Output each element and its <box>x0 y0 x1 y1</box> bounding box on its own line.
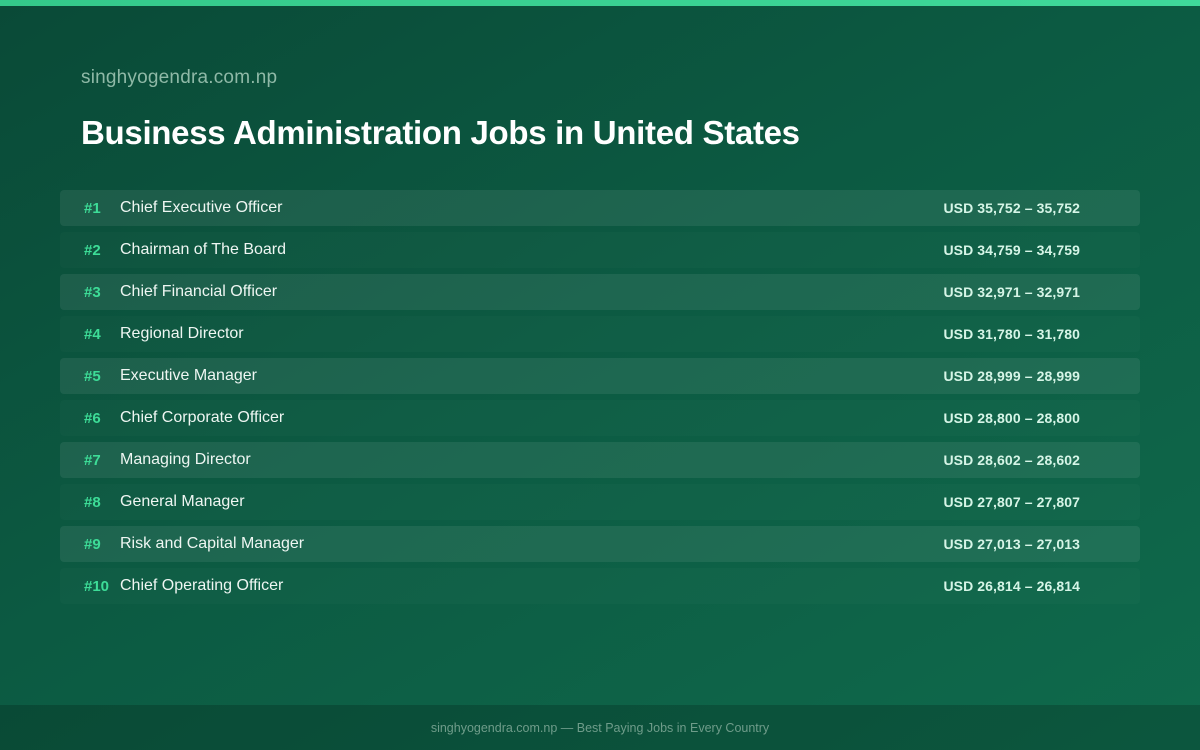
job-title: Chief Operating Officer <box>120 577 284 594</box>
job-rank: #5 <box>84 367 101 385</box>
job-rank: #8 <box>84 493 101 511</box>
top-accent-bar <box>0 0 1200 6</box>
job-rank: #1 <box>84 199 101 217</box>
job-salary: USD 26,814 – 26,814 <box>943 578 1080 594</box>
job-row: #10 Chief Operating Officer USD 26,814 –… <box>60 568 1140 604</box>
job-title: Chairman of The Board <box>120 241 287 258</box>
job-salary: USD 27,013 – 27,013 <box>943 536 1080 552</box>
job-title: Regional Director <box>120 325 244 342</box>
job-row: #5 Executive Manager USD 28,999 – 28,999 <box>60 358 1140 394</box>
footer-text: singhyogendra.com.np — Best Paying Jobs … <box>430 720 770 735</box>
footer: singhyogendra.com.np — Best Paying Jobs … <box>0 705 1200 750</box>
job-salary: USD 35,752 – 35,752 <box>943 200 1080 216</box>
job-title: General Manager <box>120 493 245 510</box>
job-title: Chief Executive Officer <box>120 199 283 216</box>
job-rank: #3 <box>84 283 101 301</box>
job-salary: USD 28,800 – 28,800 <box>943 410 1080 426</box>
job-rank: #9 <box>84 535 101 553</box>
job-salary: USD 27,807 – 27,807 <box>943 494 1080 510</box>
job-salary: USD 32,971 – 32,971 <box>943 284 1080 300</box>
site-name: singhyogendra.com.np <box>81 67 278 88</box>
job-title: Managing Director <box>120 451 251 468</box>
job-salary: USD 31,780 – 31,780 <box>943 326 1080 342</box>
job-row: #1 Chief Executive Officer USD 35,752 – … <box>60 190 1140 226</box>
job-row: #4 Regional Director USD 31,780 – 31,780 <box>60 316 1140 352</box>
jobs-list: #1 Chief Executive Officer USD 35,752 – … <box>60 190 1140 610</box>
job-title: Chief Financial Officer <box>120 283 278 300</box>
job-row: #8 General Manager USD 27,807 – 27,807 <box>60 484 1140 520</box>
job-rank: #2 <box>84 241 101 259</box>
job-rank: #10 <box>84 577 110 595</box>
job-title: Chief Corporate Officer <box>120 409 285 426</box>
job-salary: USD 28,602 – 28,602 <box>943 452 1080 468</box>
job-row: #7 Managing Director USD 28,602 – 28,602 <box>60 442 1140 478</box>
job-rank: #7 <box>84 451 101 469</box>
job-row: #6 Chief Corporate Officer USD 28,800 – … <box>60 400 1140 436</box>
job-title: Risk and Capital Manager <box>120 535 305 552</box>
job-row: #9 Risk and Capital Manager USD 27,013 –… <box>60 526 1140 562</box>
job-title: Executive Manager <box>120 367 257 384</box>
job-row: #2 Chairman of The Board USD 34,759 – 34… <box>60 232 1140 268</box>
job-row: #3 Chief Financial Officer USD 32,971 – … <box>60 274 1140 310</box>
job-rank: #6 <box>84 409 101 427</box>
job-rank: #4 <box>84 325 101 343</box>
page-title: Business Administration Jobs in United S… <box>81 114 800 151</box>
job-salary: USD 34,759 – 34,759 <box>943 242 1080 258</box>
job-salary: USD 28,999 – 28,999 <box>943 368 1080 384</box>
